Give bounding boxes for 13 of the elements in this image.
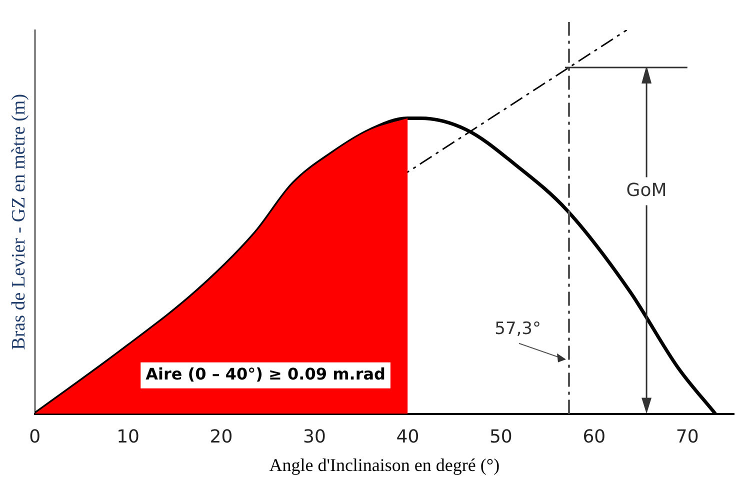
x-tick-label: 60: [582, 426, 606, 448]
annotation: Aire (0 – 40°) ≥ 0.09 m.rad: [146, 364, 386, 384]
x-tick-label: 50: [489, 426, 512, 448]
x-tick-label: 0: [29, 426, 41, 448]
annotation: GoM: [626, 180, 667, 201]
x-axis-title: Angle d'Inclinaison en degré (°): [269, 454, 500, 475]
x-tick-label: 70: [676, 426, 699, 448]
x-tick-label: 10: [116, 426, 140, 448]
x-tick-label: 20: [210, 426, 233, 448]
x-tick-label: 30: [303, 426, 326, 448]
ref-line-label: 57,3°: [494, 318, 541, 339]
x-tick-label: 40: [396, 426, 420, 448]
y-axis-title: Bras de Levier - GZ en mètre (m): [8, 94, 30, 350]
